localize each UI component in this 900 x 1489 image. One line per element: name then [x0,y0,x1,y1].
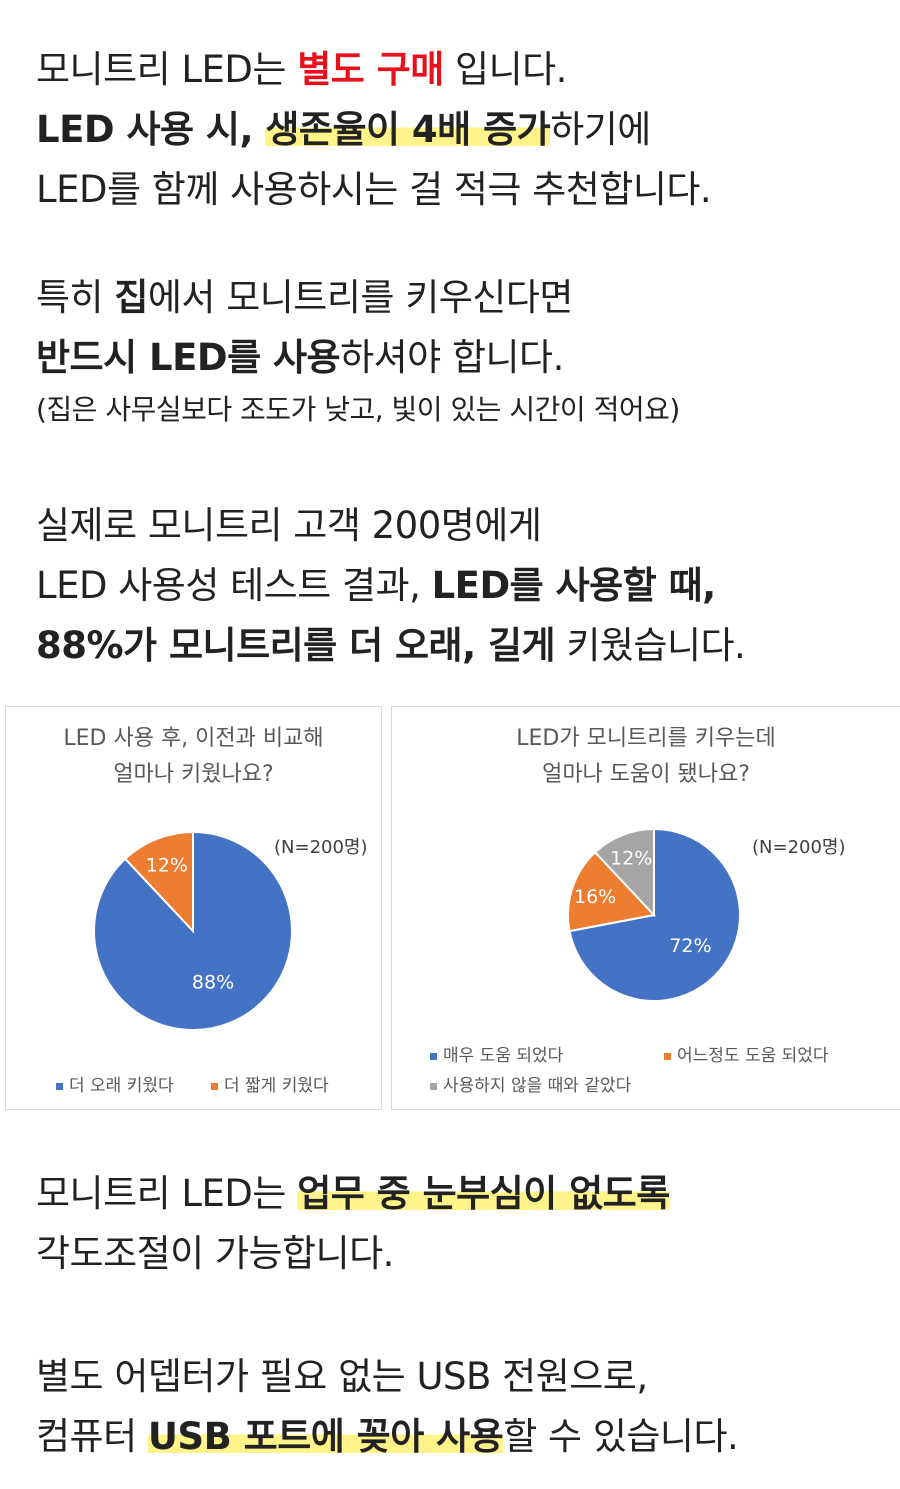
chart-panel-2: LED가 모니트리를 키우는데 얼마나 도움이 됐나요? (N=200명) 72… [391,706,900,1110]
pie-data-label-1: 88% [192,972,234,994]
no-glare-highlight: 업무 중 눈부심이 없도록 [297,1172,670,1215]
chart-2-sample-note: (N=200명) [752,837,846,858]
angle-line-1: 모니트리 LED는 업무 중 눈부심이 없도록 [36,1164,670,1224]
legend-label: 더 짧게 키웠다 [224,1076,329,1096]
separate-purchase-text: 별도 구매 [297,48,444,91]
chart-panel-1: LED 사용 후, 이전과 비교해 얼마나 키웠나요? (N=200명) 88%… [5,706,382,1110]
intro-text: 하기에 [550,108,651,151]
home-line-1: 특히 집에서 모니트리를 키우신다면 [36,268,680,328]
usb-line-1: 별도 어뎁터가 필요 없는 USB 전원으로, [36,1355,648,1398]
pie-data-label-2: 16% [574,886,616,908]
intro-section: 모니트리 LED는 별도 구매 입니다. LED 사용 시, 생존율이 4배 증… [36,40,712,220]
test-bold-text: 88%가 모니트리를 더 오래, 길게 [36,624,556,667]
chart-1-title-line-2: 얼마나 키웠나요? [113,762,274,787]
angle-line-2: 각도조절이 가능합니다. [36,1232,394,1275]
legend-swatch [430,1082,437,1090]
chart-2-title-line-2: 얼마나 도움이 됐나요? [542,762,750,787]
test-text: 키웠습니다. [555,624,746,667]
test-text: LED 사용성 테스트 결과, [36,564,432,607]
chart-2-title-line-1: LED가 모니트리를 키우는데 [516,726,776,751]
pie-data-label-2: 12% [146,855,188,877]
usb-line-2: 컴퓨터 USB 포트에 꽂아 사용할 수 있습니다. [36,1407,739,1467]
home-text: 특히 [36,276,115,319]
chart-2-legend-1: 매우 도움 되었다 [430,1041,563,1066]
home-text: 하셔야 합니다. [340,336,564,379]
chart-2-legend-3: 사용하지 않을 때와 같았다 [430,1071,631,1096]
survival-rate-highlight: 생존율이 4배 증가 [265,108,551,151]
legend-swatch [56,1082,63,1090]
test-bold-text: LED를 사용할 때, [431,564,717,607]
intro-text: 모니트리 LED는 [36,48,298,91]
legend-label: 사용하지 않을 때와 같았다 [443,1076,632,1096]
legend-swatch [664,1052,671,1060]
test-line-3: 88%가 모니트리를 더 오래, 길게 키웠습니다. [36,616,746,676]
intro-line-2: LED 사용 시, 생존율이 4배 증가하기에 [36,100,711,160]
legend-swatch [211,1082,218,1090]
usb-section: 별도 어뎁터가 필요 없는 USB 전원으로, 컴퓨터 USB 포트에 꽂아 사… [36,1347,739,1467]
chart-1-pie: 88% 12% [93,830,293,1031]
pie-slice-2 [123,830,194,934]
pie-slice-3 [593,827,655,918]
pie-slice-2 [567,850,656,933]
chart-1-title-line-1: LED 사용 후, 이전과 비교해 [63,726,324,751]
chart-2-legend-2: 어느정도 도움 되었다 [664,1041,829,1066]
intro-line-3: LED를 함께 사용하시는 걸 적극 추천합니다. [36,168,712,211]
chart-2-pie: 72% 16% 12% [567,827,741,1002]
legend-label: 매우 도움 되었다 [443,1046,564,1066]
angle-section: 모니트리 LED는 업무 중 눈부심이 없도록 각도조절이 가능합니다. [36,1164,670,1284]
pie-data-label-1: 72% [669,935,711,957]
test-line-2: LED 사용성 테스트 결과, LED를 사용할 때, [36,556,745,616]
intro-line-1: 모니트리 LED는 별도 구매 입니다. [36,40,711,100]
usb-port-highlight: USB 포트에 꽂아 사용 [147,1415,504,1458]
home-text: 에서 모니트리를 키우신다면 [147,276,574,319]
angle-text: 모니트리 LED는 [36,1172,298,1215]
test-line-1: 실제로 모니트리 고객 200명에게 [36,504,542,547]
intro-bold-text: LED 사용 시, [36,108,266,151]
home-line-2: 반드시 LED를 사용하셔야 합니다. [36,328,680,388]
intro-text: 입니다. [443,48,567,91]
home-note: (집은 사무실보다 조도가 낮고, 빛이 있는 시간이 적어요) [36,393,680,426]
legend-label: 더 오래 키웠다 [69,1076,174,1096]
chart-1-legend-1: 더 오래 키웠다 [56,1071,174,1096]
home-section: 특히 집에서 모니트리를 키우신다면 반드시 LED를 사용하셔야 합니다. (… [36,268,680,432]
usb-text: 컴퓨터 [36,1415,148,1458]
chart-1-sample-note: (N=200명) [274,837,368,858]
home-bold-text: 집 [114,276,148,319]
test-section: 실제로 모니트리 고객 200명에게 LED 사용성 테스트 결과, LED를 … [36,496,746,676]
legend-swatch [430,1052,437,1060]
home-bold-text: 반드시 LED를 사용 [36,336,341,379]
usb-text: 할 수 있습니다. [503,1415,739,1458]
chart-1-legend-2: 더 짧게 키웠다 [211,1071,329,1096]
legend-label: 어느정도 도움 되었다 [677,1046,829,1066]
pie-data-label-3: 12% [610,847,652,869]
